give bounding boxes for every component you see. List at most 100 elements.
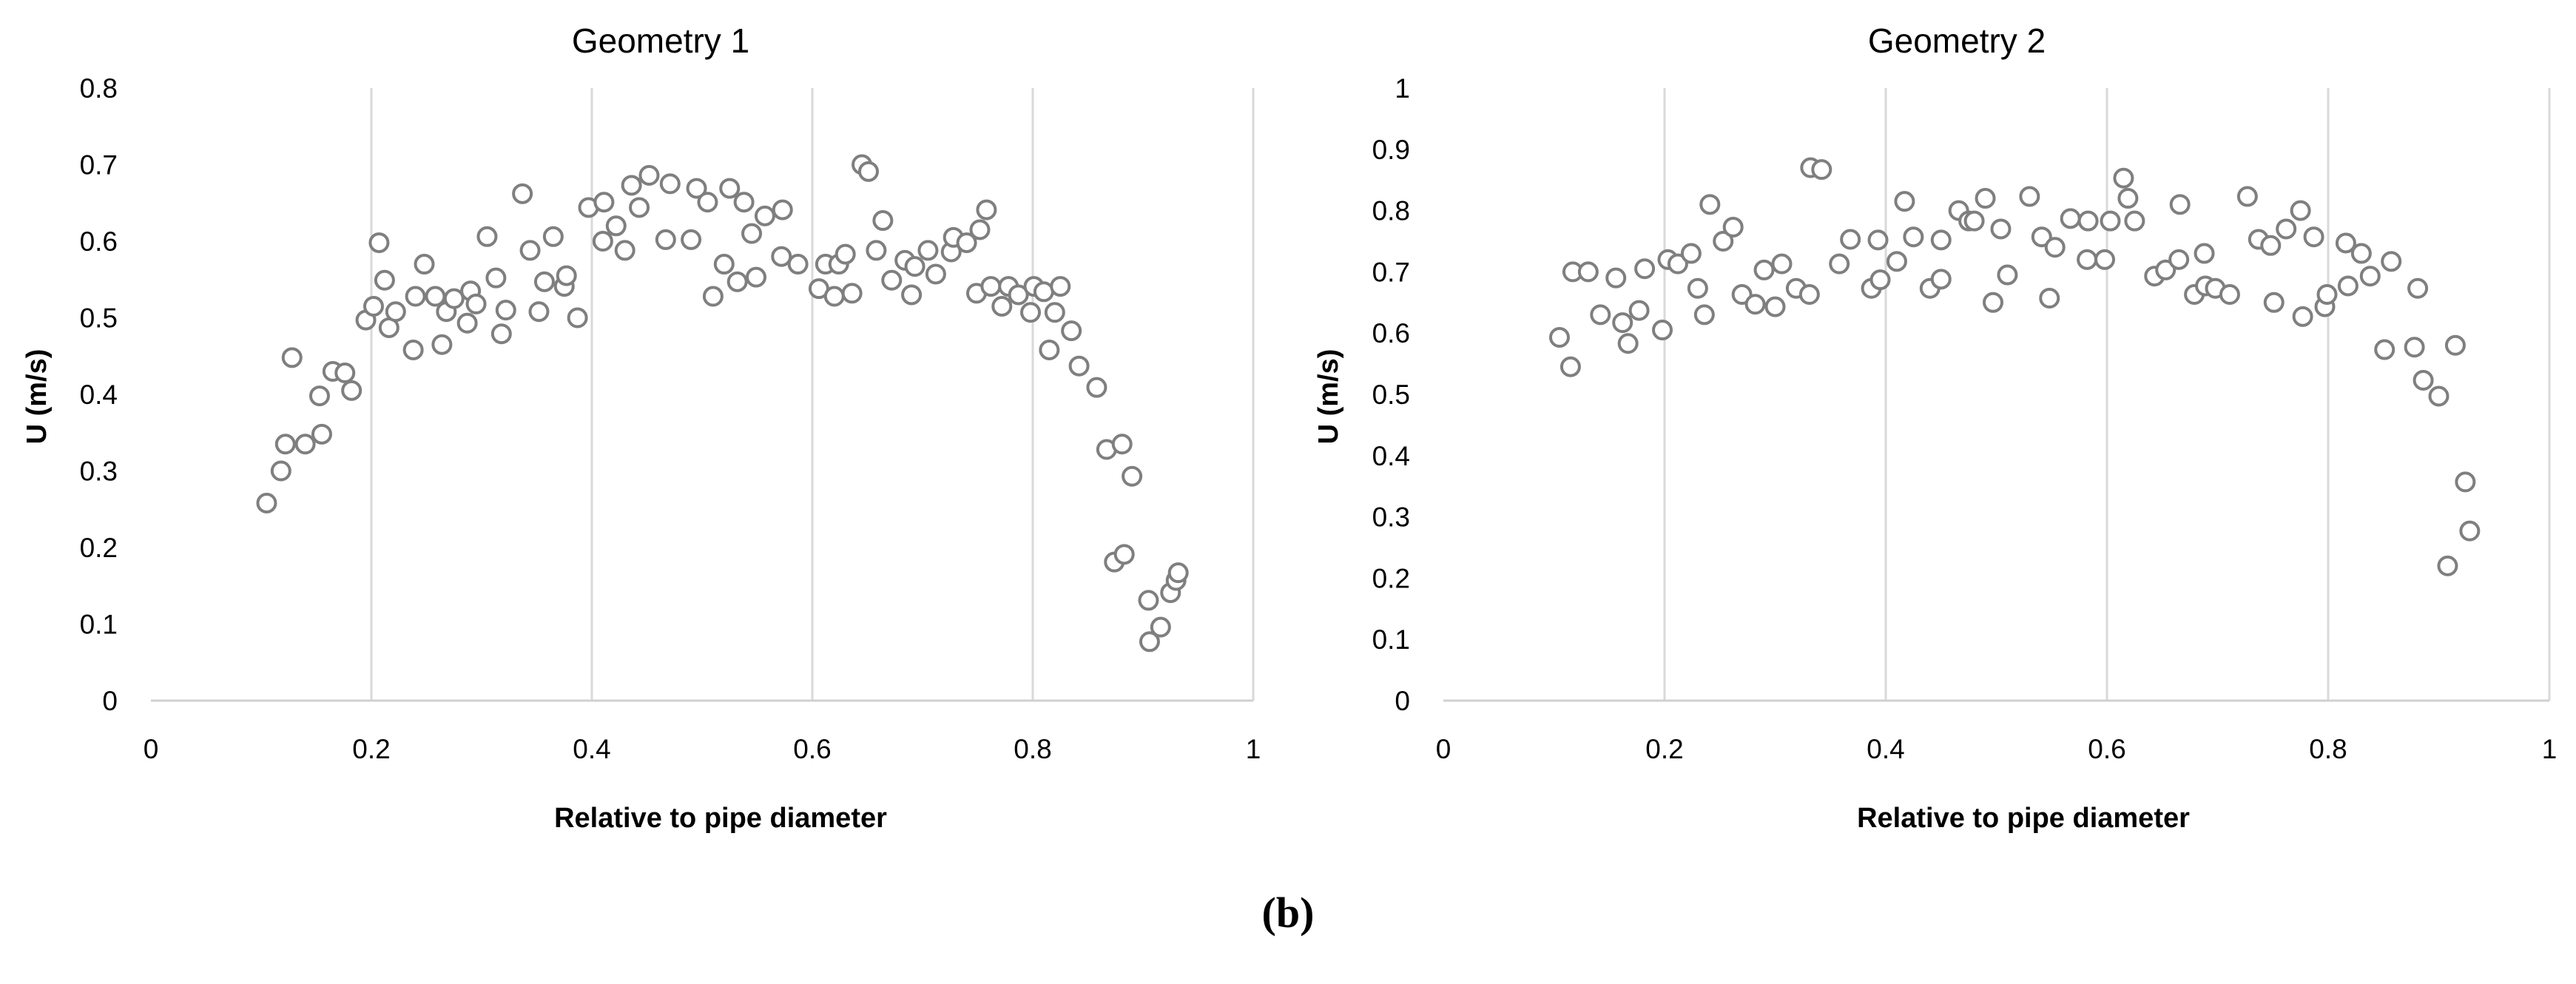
data-point (956, 232, 977, 254)
data-point (1652, 320, 1673, 341)
data-point (456, 312, 478, 334)
data-point (787, 254, 809, 275)
y-tick-label: 0.6 (80, 226, 118, 257)
x-tick-label: 0.8 (1014, 734, 1051, 764)
data-point (1764, 296, 1786, 317)
y-tick-label: 0.5 (1372, 380, 1410, 410)
data-point (969, 219, 991, 240)
data-point (2407, 277, 2429, 299)
data-point (542, 226, 564, 247)
data-point (2060, 208, 2081, 229)
data-point (1886, 251, 1907, 272)
data-point (614, 240, 635, 261)
x-tick-label: 0.2 (352, 734, 390, 764)
data-point (476, 226, 498, 247)
data-point (1963, 210, 1985, 232)
x-tick-label: 1 (2542, 734, 2558, 764)
data-point (754, 205, 775, 226)
data-point (2077, 210, 2099, 232)
data-point (1975, 188, 1996, 209)
data-point (881, 269, 903, 291)
data-point (2459, 520, 2481, 542)
y-tick-label: 0.2 (80, 533, 118, 563)
data-point (533, 271, 555, 292)
data-point (1983, 292, 2004, 313)
data-point (1008, 284, 1029, 306)
data-point (1829, 253, 1850, 274)
x-tick-label: 0.4 (1867, 734, 1904, 764)
y-tick-label: 0.2 (1372, 563, 1410, 593)
data-point (294, 434, 316, 455)
data-point (334, 363, 356, 384)
data-point (567, 307, 588, 328)
data-point (2316, 284, 2338, 306)
data-point (2194, 243, 2215, 264)
data-point (2260, 235, 2282, 256)
y-axis-label: U (m/s) (1313, 349, 1344, 445)
data-point (1020, 302, 1042, 323)
data-point (1930, 269, 1952, 290)
data-point (1713, 231, 1734, 252)
data-point (2437, 555, 2458, 576)
data-point (1122, 465, 1143, 487)
data-point (1113, 544, 1135, 565)
data-point (719, 178, 741, 199)
data-point (2117, 188, 2139, 209)
x-axis-label: Relative to pipe diameter (1857, 803, 2190, 834)
data-point (2455, 471, 2476, 493)
x-tick-label: 1 (1246, 734, 1261, 764)
y-tick-label: 1 (1395, 73, 1410, 104)
data-point (980, 276, 1002, 297)
data-point (1050, 276, 1071, 297)
y-tick-label: 0.1 (80, 610, 118, 640)
data-point (841, 283, 863, 304)
y-tick-label: 0.6 (1372, 318, 1410, 348)
x-tick-label: 0.2 (1645, 734, 1683, 764)
data-point (904, 256, 925, 277)
data-point (1548, 326, 1570, 348)
data-point (1605, 267, 1627, 289)
data-point (823, 286, 845, 307)
data-point (1693, 304, 1715, 326)
x-tick-label: 0 (144, 734, 159, 764)
data-point (1811, 159, 1832, 181)
data-point (681, 229, 702, 250)
data-point (2044, 237, 2066, 258)
x-tick-label: 0.4 (573, 734, 610, 764)
data-point (866, 240, 887, 261)
chart-title: Geometry 1 (572, 21, 749, 60)
data-point (281, 347, 303, 368)
data-point (771, 246, 792, 267)
data-point (485, 267, 507, 289)
x-axis-label: Relative to pipe diameter (554, 803, 887, 834)
data-point (2077, 249, 2098, 270)
data-point (1628, 300, 1650, 321)
y-axis-label: U (m/s) (21, 349, 53, 445)
data-point (1667, 253, 1688, 274)
data-point (834, 243, 856, 265)
y-tick-label: 0.3 (80, 456, 118, 487)
data-point (733, 192, 755, 213)
data-point (726, 271, 748, 292)
data-point (592, 231, 613, 252)
data-point (2428, 385, 2449, 407)
data-point (2335, 232, 2356, 254)
data-point (593, 192, 615, 213)
data-point (629, 197, 650, 218)
data-point (1722, 216, 1744, 237)
data-point (431, 334, 453, 355)
data-point (519, 240, 541, 261)
data-point (405, 286, 426, 307)
data-point (1617, 333, 1639, 354)
data-point (1560, 356, 1581, 377)
y-tick-label: 0.4 (80, 380, 118, 410)
data-point (2404, 337, 2425, 358)
data-point (1869, 269, 1891, 291)
data-point (270, 460, 291, 482)
data-point (374, 269, 395, 291)
data-point (1771, 253, 1793, 274)
x-tick-label: 0.6 (2088, 734, 2125, 764)
y-tick-label: 0.9 (1372, 135, 1410, 165)
data-point (925, 263, 946, 285)
x-tick-label: 0.8 (2309, 734, 2347, 764)
